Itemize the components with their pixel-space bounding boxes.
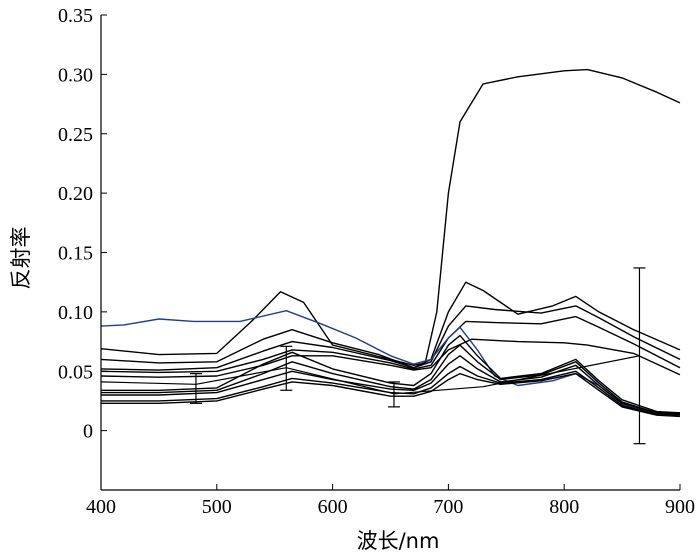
y-tick-label: 0.15: [58, 243, 93, 265]
spectrum-line-4: [100, 315, 681, 374]
spectrum-line-10: [101, 365, 681, 416]
spectrum-line-9: [101, 355, 681, 415]
spectrum-line-11: [101, 372, 681, 418]
spectrum-line-7: [101, 334, 681, 414]
x-tick-label: 900: [665, 496, 695, 518]
x-tick-label: 600: [318, 496, 348, 518]
x-axis-ticks: 400 500 600 700 800 900: [86, 484, 695, 518]
plot-area: [100, 68, 681, 418]
spectrum-line-5: [100, 338, 681, 378]
y-tick-label: 0.10: [58, 302, 93, 324]
x-tick-label: 800: [549, 496, 579, 518]
x-tick-label: 500: [202, 496, 232, 518]
spectrum-line-1: [100, 68, 681, 366]
y-axis-ticks: 0 0.05 0.10 0.15 0.20 0.25 0.30 0.35: [58, 5, 107, 443]
spectrum-line-8: [101, 344, 680, 414]
y-tick-label: 0.20: [58, 183, 93, 205]
y-tick-label: 0: [83, 421, 93, 443]
error-bars: [189, 267, 646, 445]
y-tick-label: 0.30: [58, 64, 93, 86]
x-tick-label: 400: [86, 496, 116, 518]
x-axis-title: 波长/nm: [357, 529, 440, 553]
mean-line: [100, 355, 640, 395]
spectrum-line-3: [100, 305, 681, 371]
x-tick-label: 700: [433, 496, 463, 518]
spectrum-line-2: [100, 281, 681, 369]
y-tick-label: 0.25: [58, 124, 93, 146]
y-tick-label: 0.05: [58, 361, 93, 383]
y-axis-title: 反射率: [9, 227, 33, 290]
y-tick-label: 0.35: [58, 5, 93, 27]
axes: [100, 15, 680, 491]
